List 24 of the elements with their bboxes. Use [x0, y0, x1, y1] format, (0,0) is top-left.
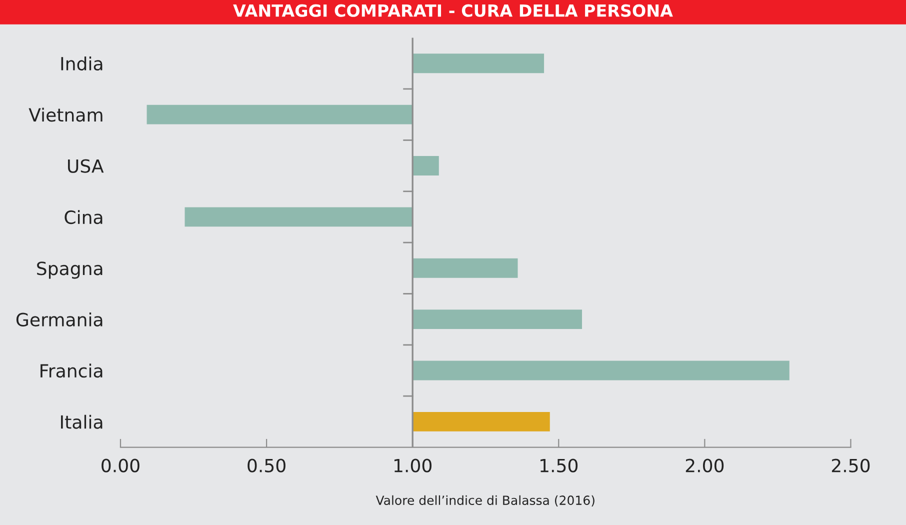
x-tick-label: 2.50	[832, 458, 870, 472]
y-tick-label: Spagna	[37, 262, 102, 279]
y-tick-label: Germania	[16, 312, 102, 326]
x-tick-label: 1.50	[540, 458, 578, 472]
x-axis-title: Valore dell’indice di Balassa (2016)	[376, 495, 594, 506]
chart-title: VANTAGGI COMPARATI - CURA DELLA PERSONA	[233, 4, 673, 17]
bar	[146, 104, 413, 124]
bar	[412, 360, 790, 380]
bar	[412, 258, 518, 278]
bar	[412, 310, 582, 330]
y-tick-label: Italia	[61, 414, 102, 429]
x-tick-label: 0.50	[248, 458, 286, 472]
bar	[412, 412, 550, 432]
x-tick-label: 2.00	[686, 458, 724, 472]
y-tick-label: Francia	[40, 364, 102, 378]
y-tick-label: India	[61, 56, 102, 71]
x-tick-label: 0.00	[102, 458, 140, 472]
bar	[184, 207, 413, 227]
y-tick-label: Vietnam	[28, 108, 102, 122]
x-tick-label: 1.00	[394, 458, 432, 472]
bar	[412, 54, 544, 74]
bar	[412, 156, 439, 176]
y-tick-label: Cina	[64, 210, 102, 224]
y-tick-label: USA	[68, 159, 104, 173]
